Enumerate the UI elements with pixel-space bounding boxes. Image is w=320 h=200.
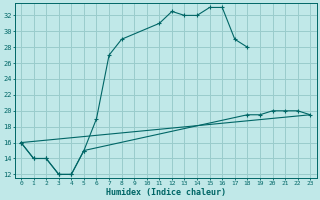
X-axis label: Humidex (Indice chaleur): Humidex (Indice chaleur) <box>106 188 226 197</box>
